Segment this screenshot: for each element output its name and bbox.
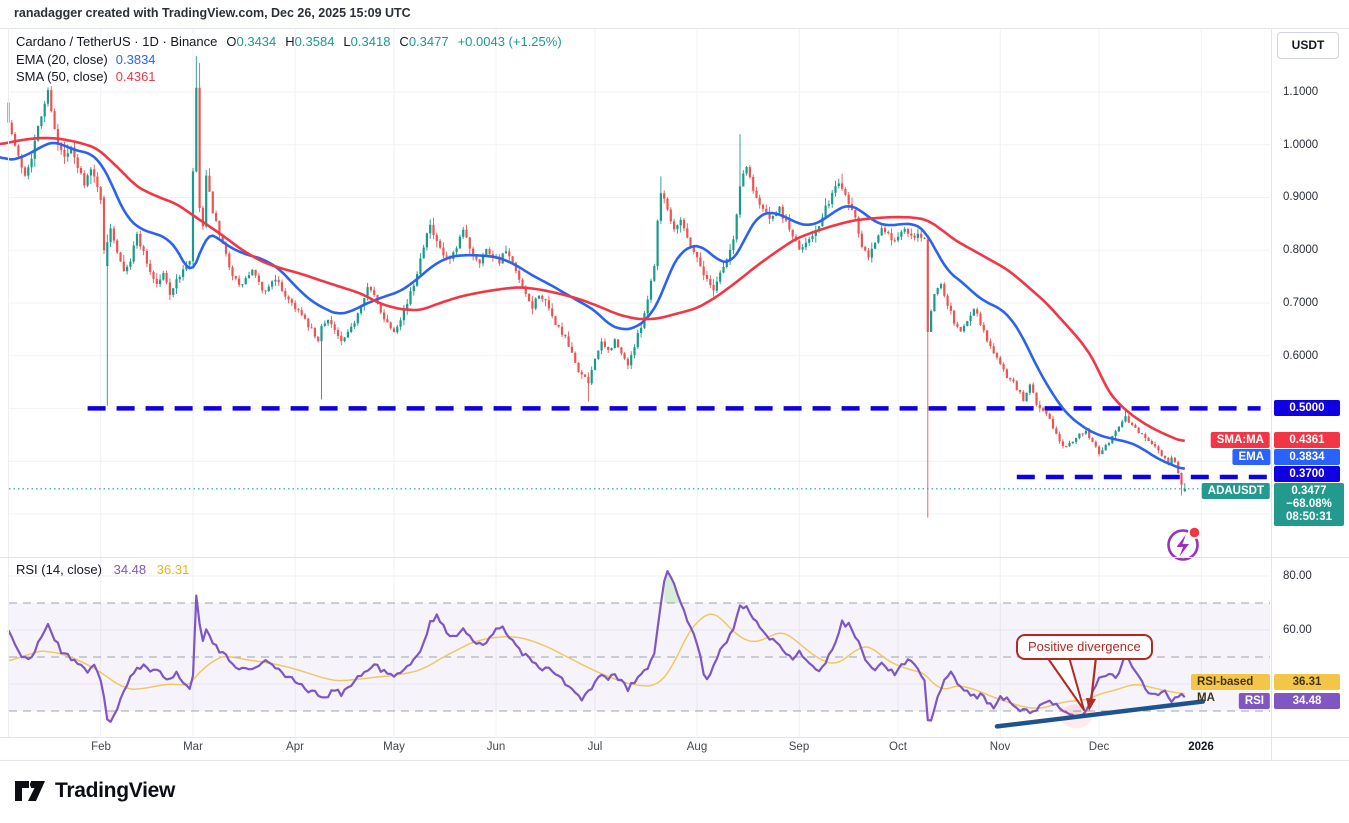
rsi-line[interactable] <box>7 570 1186 723</box>
price-tick: 0.6000 <box>1283 350 1319 362</box>
price-tick: 0.7000 <box>1283 297 1319 309</box>
sma-line[interactable] <box>0 136 1186 443</box>
rsi-ma-value: 36.31 <box>156 562 190 577</box>
ohlc-close: C0.3477 <box>399 34 449 49</box>
flash-alert-icon[interactable] <box>1167 526 1202 561</box>
bar-countdown: 08:50:31 <box>1285 511 1333 523</box>
time-label: May <box>383 741 405 753</box>
tradingview-logo[interactable]: TradingView <box>14 779 175 803</box>
time-label: Oct <box>889 741 907 753</box>
change-percent: −68.08% <box>1286 498 1332 510</box>
time-label: Aug <box>686 741 708 753</box>
rsi-value-badge: 34.48 <box>1274 693 1340 709</box>
ohlc-high: H0.3584 <box>285 34 335 49</box>
symbol-label-chip: ADAUSDT <box>1201 483 1270 499</box>
last-price: 0.3477 <box>1291 485 1327 497</box>
grid <box>9 29 1270 736</box>
time-label: Dec <box>1088 741 1110 753</box>
price-level-badge-0370: 0.3700 <box>1274 466 1340 482</box>
ohlc-open: O0.3434 <box>226 34 277 49</box>
rsi-legend[interactable]: RSI (14, close) 34.48 36.31 <box>16 562 190 577</box>
rsi-ma-value-badge: 36.31 <box>1274 674 1340 690</box>
currency-toggle-button[interactable]: USDT <box>1277 32 1339 59</box>
price-tick: 0.8000 <box>1283 244 1319 256</box>
rsi-value: 34.48 <box>113 562 147 577</box>
price-change: +0.0043 (+1.25%) <box>457 34 562 49</box>
rsi-tick: 80.00 <box>1283 570 1312 582</box>
time-label: 2026 <box>1188 741 1214 753</box>
rsi-tick: 60.00 <box>1283 624 1312 636</box>
price-level-badge-0500: 0.5000 <box>1274 400 1340 416</box>
time-label: Nov <box>989 741 1011 753</box>
ema-line[interactable] <box>0 141 1186 470</box>
time-label: Jun <box>486 741 506 753</box>
time-label: Sep <box>788 741 810 753</box>
time-label: Apr <box>286 741 304 753</box>
annotation-pointers <box>1046 656 1098 711</box>
candlestick-series <box>7 56 1186 518</box>
ohlc-low: L0.3418 <box>343 34 391 49</box>
price-tick: 1.0000 <box>1283 139 1319 151</box>
rsi-overbought-fill <box>664 571 681 603</box>
ema-label-chip: EMA <box>1232 449 1270 465</box>
price-tick: 1.1000 <box>1283 86 1319 98</box>
rsi-label-chip: RSI <box>1238 693 1270 709</box>
alert-notification-dot <box>1189 527 1200 538</box>
time-label: Feb <box>91 741 111 753</box>
time-label: Jul <box>587 741 603 753</box>
sma-label-chip: SMA:MA <box>1210 432 1270 448</box>
divergence-trendline[interactable] <box>994 699 1206 729</box>
symbol-header: Cardano / TetherUS · 1D · Binance O0.343… <box>16 34 562 49</box>
tradingview-logo-mark <box>15 780 45 801</box>
rsi-ma-label-chip: RSI-based MA <box>1191 674 1270 704</box>
positive-divergence-annotation[interactable]: Positive divergence <box>1016 634 1153 660</box>
time-label: Mar <box>183 741 203 753</box>
sma-value-badge: 0.4361 <box>1274 432 1340 448</box>
ema-legend[interactable]: EMA (20, close) 0.3834 <box>16 52 156 67</box>
last-price-badge: 0.3477 −68.08% 08:50:31 <box>1274 483 1344 526</box>
sma-legend[interactable]: SMA (50, close) 0.4361 <box>16 69 156 84</box>
price-tick: 0.9000 <box>1283 191 1319 203</box>
pane-borders <box>0 28 1349 761</box>
symbol-title[interactable]: Cardano / TetherUS · 1D · Binance <box>16 34 218 49</box>
watermark: ranadagger created with TradingView.com,… <box>14 6 411 20</box>
ema-value-badge: 0.3834 <box>1274 449 1340 465</box>
rsi-ma-line[interactable] <box>8 613 1185 709</box>
